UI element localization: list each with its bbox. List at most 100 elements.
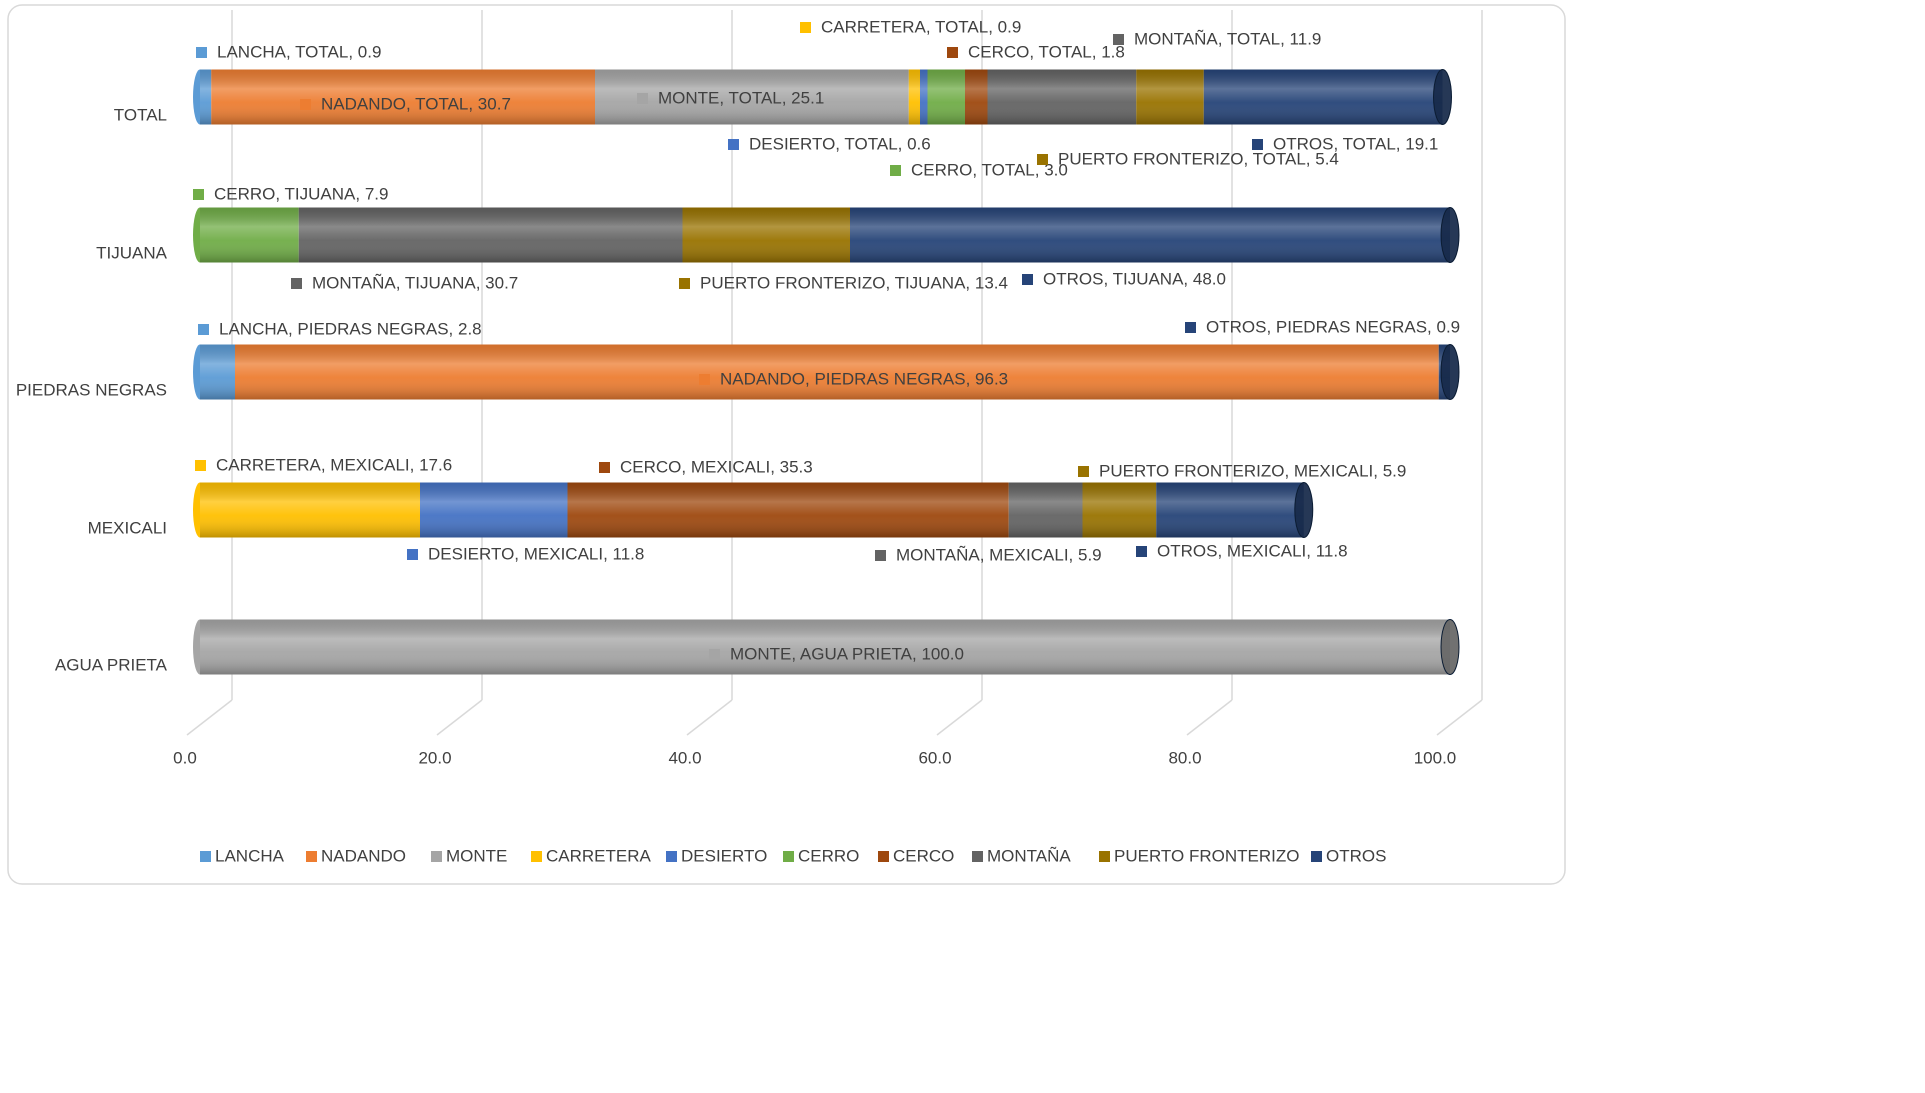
- bar-shine: [200, 69, 1443, 125]
- data-label-key: [637, 93, 648, 104]
- y-tick-label: MEXICALI: [88, 518, 167, 537]
- bar-end-cap-shade: [1441, 619, 1459, 675]
- legend-key: [878, 851, 889, 862]
- data-label: CERCO, TOTAL, 1.8: [968, 42, 1125, 61]
- data-label-key: [709, 649, 720, 660]
- data-label-key: [1252, 139, 1263, 150]
- grid-floor-line: [1186, 699, 1233, 736]
- data-label-key: [1185, 322, 1196, 333]
- x-tick-label: 60.0: [918, 748, 951, 767]
- legend-label: MONTAÑA: [987, 846, 1071, 865]
- data-label: MONTAÑA, TOTAL, 11.9: [1134, 29, 1321, 48]
- data-label: DESIERTO, TOTAL, 0.6: [749, 134, 931, 153]
- bar-shine: [200, 344, 1450, 400]
- data-label: MONTAÑA, TIJUANA, 30.7: [312, 273, 518, 292]
- data-label: NADANDO, PIEDRAS NEGRAS, 96.3: [720, 369, 1008, 388]
- bar-end-cap-shade: [1433, 69, 1452, 125]
- x-tick-label: 100.0: [1414, 748, 1457, 767]
- data-label-key: [407, 549, 418, 560]
- data-label-key: [947, 47, 958, 58]
- legend-label: DESIERTO: [681, 846, 767, 865]
- legend-key: [1311, 851, 1322, 862]
- legend-key: [972, 851, 983, 862]
- x-tick-label: 80.0: [1168, 748, 1201, 767]
- bar-end-cap-shade: [1441, 344, 1459, 400]
- legend-key: [531, 851, 542, 862]
- data-label: CERRO, TIJUANA, 7.9: [214, 184, 388, 203]
- bar-end-cap-shade: [1294, 482, 1313, 538]
- y-tick-label: PIEDRAS NEGRAS: [16, 380, 167, 399]
- data-label-key: [195, 460, 206, 471]
- grid-floor-line: [936, 699, 983, 736]
- data-label-key: [800, 22, 811, 33]
- data-label-key: [291, 278, 302, 289]
- legend-label: MONTE: [446, 846, 507, 865]
- data-label: DESIERTO, MEXICALI, 11.8: [428, 544, 644, 563]
- legend-key: [306, 851, 317, 862]
- x-tick-label: 20.0: [418, 748, 451, 767]
- data-label-key: [699, 374, 710, 385]
- data-label-key: [1078, 466, 1089, 477]
- data-label: MONTE, TOTAL, 25.1: [658, 88, 824, 107]
- data-label-key: [1136, 546, 1147, 557]
- data-label: NADANDO, TOTAL, 30.7: [321, 94, 511, 113]
- x-tick-label: 40.0: [668, 748, 701, 767]
- x-tick-label: 0.0: [173, 748, 197, 767]
- grid-floor-line: [686, 699, 733, 736]
- legend-key: [431, 851, 442, 862]
- data-label-key: [1022, 274, 1033, 285]
- data-label: LANCHA, PIEDRAS NEGRAS, 2.8: [219, 319, 482, 338]
- legend-key: [666, 851, 677, 862]
- data-label-key: [679, 278, 690, 289]
- legend-label: PUERTO FRONTERIZO: [1114, 846, 1299, 865]
- data-label: MONTAÑA, MEXICALI, 5.9: [896, 545, 1102, 564]
- bar-end-cap-shade: [1441, 207, 1459, 263]
- data-label: OTROS, TOTAL, 19.1: [1273, 134, 1438, 153]
- bar-end-cap: [1440, 344, 1460, 400]
- data-label: MONTE, AGUA PRIETA, 100.0: [730, 644, 964, 663]
- data-label: PUERTO FRONTERIZO, MEXICALI, 5.9: [1099, 461, 1406, 480]
- data-label: CARRETERA, TOTAL, 0.9: [821, 17, 1021, 36]
- grid-floor-line: [436, 699, 483, 736]
- data-label: PUERTO FRONTERIZO, TOTAL, 5.4: [1058, 149, 1339, 168]
- data-label-key: [875, 550, 886, 561]
- data-label: PUERTO FRONTERIZO, TIJUANA, 13.4: [700, 273, 1008, 292]
- bar-shine: [200, 619, 1450, 675]
- data-label-key: [890, 165, 901, 176]
- data-label-key: [300, 99, 311, 110]
- grid-floor-line: [186, 699, 233, 736]
- bar-end-cap: [1294, 482, 1314, 538]
- legend-key: [783, 851, 794, 862]
- data-label-key: [599, 462, 610, 473]
- y-tick-label: TIJUANA: [96, 243, 168, 262]
- data-label-key: [193, 189, 204, 200]
- legend-label: LANCHA: [215, 846, 285, 865]
- data-label-key: [196, 47, 207, 58]
- bar-end-cap: [1433, 69, 1452, 125]
- data-label: OTROS, TIJUANA, 48.0: [1043, 269, 1226, 288]
- y-tick-label: AGUA PRIETA: [55, 655, 168, 674]
- legend-label: CERCO: [893, 846, 954, 865]
- data-label: OTROS, MEXICALI, 11.8: [1157, 541, 1348, 560]
- data-label-key: [1113, 34, 1124, 45]
- legend-label: OTROS: [1326, 846, 1386, 865]
- data-label: CERRO, TOTAL, 3.0: [911, 160, 1068, 179]
- legend-key: [1099, 851, 1110, 862]
- data-label: CERCO, MEXICALI, 35.3: [620, 457, 813, 476]
- bar-shine: [200, 207, 1450, 263]
- legend-label: CARRETERA: [546, 846, 652, 865]
- bar-end-cap: [1440, 619, 1460, 675]
- data-label-key: [1037, 154, 1048, 165]
- grid-floor-line: [1436, 699, 1483, 736]
- data-label-key: [728, 139, 739, 150]
- y-tick-label: TOTAL: [114, 105, 167, 124]
- legend-label: CERRO: [798, 846, 859, 865]
- data-label: CARRETERA, MEXICALI, 17.6: [216, 455, 452, 474]
- data-label-key: [198, 324, 209, 335]
- bar-end-cap: [1440, 207, 1460, 263]
- data-label: OTROS, PIEDRAS NEGRAS, 0.9: [1206, 317, 1460, 336]
- bar-shine: [200, 482, 1304, 538]
- legend-label: NADANDO: [321, 846, 406, 865]
